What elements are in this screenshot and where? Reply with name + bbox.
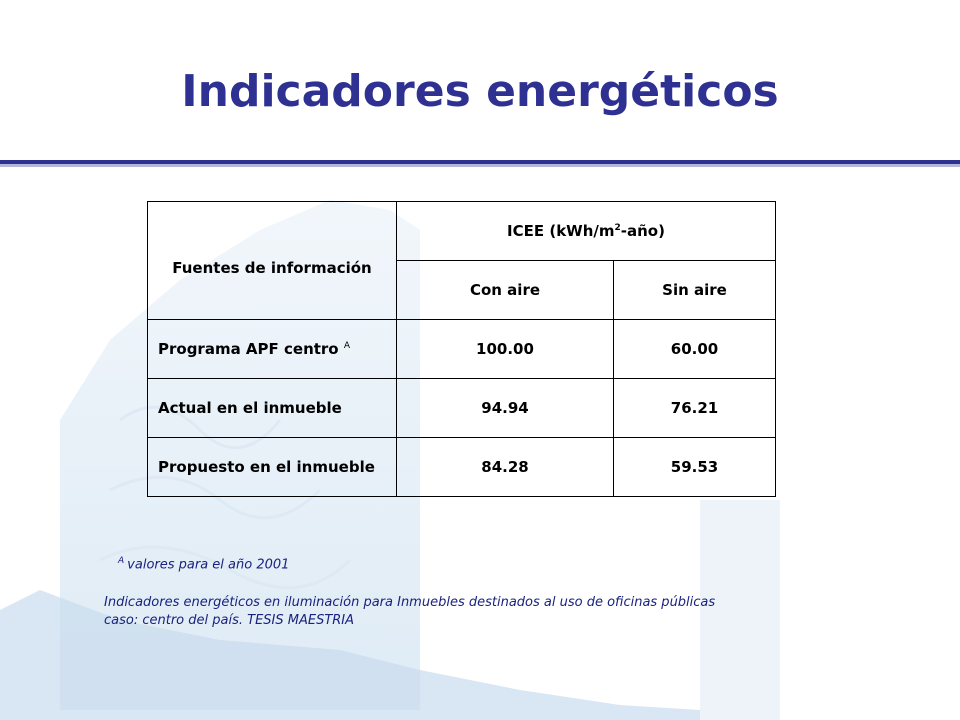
row-label-cell: Propuesto en el inmueble [147, 437, 397, 497]
table-subheader-row: Con aire Sin aire [148, 260, 776, 320]
source-caption: Indicadores energéticos en iluminación p… [104, 594, 804, 630]
row-con-aire-value: 94.94 [396, 378, 614, 438]
header-source-label: Fuentes de información [172, 258, 372, 277]
row-label: Actual en el inmueble [158, 399, 342, 417]
row-label-cell: Programa APF centro A [147, 319, 397, 379]
caption-line-2: caso: centro del país. TESIS MAESTRIA [104, 613, 355, 628]
table-header-row: Fuentes de información ICEE (kWh/m2-año) [147, 201, 776, 320]
row-sin-aire-value: 76.21 [613, 378, 776, 438]
row-sin-aire-value: 60.00 [613, 319, 776, 379]
table-row: Actual en el inmueble 94.94 76.21 [147, 378, 776, 438]
row-label-sup: A [343, 341, 351, 351]
row-label-cell: Actual en el inmueble [147, 378, 397, 438]
title-divider [0, 160, 960, 164]
header-icee-cell: ICEE (kWh/m2-año) [396, 201, 776, 261]
header-icee-tail: -año) [620, 222, 665, 240]
footnote-text: valores para el año 2001 [127, 557, 290, 573]
row-sin-aire-value: 59.53 [613, 437, 776, 497]
slide-title: Indicadores energéticos [181, 66, 779, 117]
row-con-aire-value: 100.00 [396, 319, 614, 379]
caption-line-1: Indicadores energéticos en iluminación p… [104, 595, 716, 610]
energy-indicators-table: Fuentes de información ICEE (kWh/m2-año)… [147, 201, 776, 497]
row-label: Programa APF centro [158, 340, 339, 358]
table-row: Propuesto en el inmueble 84.28 59.53 [147, 437, 776, 497]
header-icee-label: ICEE (kWh/m [507, 222, 615, 240]
footnote-mark: A [118, 556, 125, 566]
row-con-aire-value: 84.28 [396, 437, 614, 497]
header-source-cell: Fuentes de información [147, 201, 397, 320]
title-divider-shadow [0, 164, 960, 167]
row-label: Propuesto en el inmueble [158, 458, 375, 476]
subheader-con-aire: Con aire [396, 260, 614, 320]
table-row: Programa APF centro A 100.00 60.00 [147, 319, 776, 379]
subheader-sin-aire: Sin aire [613, 260, 776, 320]
header-icee-sup: 2 [614, 223, 621, 233]
